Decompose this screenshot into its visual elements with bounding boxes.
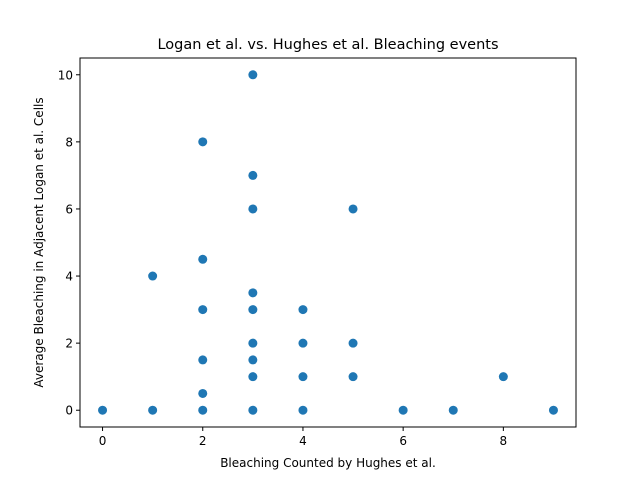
scatter-point bbox=[248, 372, 258, 382]
scatter-point bbox=[148, 405, 158, 415]
y-tick-label: 4 bbox=[65, 270, 73, 284]
y-tick-label: 0 bbox=[65, 404, 73, 418]
scatter-point bbox=[248, 305, 258, 315]
y-tick-label: 10 bbox=[58, 68, 73, 82]
scatter-point bbox=[248, 70, 258, 80]
scatter-point bbox=[298, 372, 308, 382]
scatter-point bbox=[248, 355, 258, 365]
scatter-point bbox=[448, 405, 458, 415]
x-tick-label: 6 bbox=[399, 434, 407, 448]
axis-ticks: 0 2 4 6 8 0 2 4 6 8 10 bbox=[58, 68, 507, 448]
scatter-point bbox=[548, 405, 558, 415]
scatter-point bbox=[198, 254, 208, 264]
scatter-point bbox=[198, 405, 208, 415]
scatter-point bbox=[348, 372, 358, 382]
scatter-point bbox=[248, 288, 258, 298]
x-tick-label: 2 bbox=[199, 434, 207, 448]
x-tick-label: 4 bbox=[299, 434, 307, 448]
scatter-point bbox=[98, 405, 108, 415]
y-axis-label: Average Bleaching in Adjacent Logan et a… bbox=[32, 97, 46, 387]
scatter-point bbox=[498, 372, 508, 382]
scatter-point bbox=[248, 405, 258, 415]
y-tick-label: 2 bbox=[65, 337, 73, 351]
scatter-point bbox=[148, 271, 158, 281]
scatter-point bbox=[298, 405, 308, 415]
scatter-point bbox=[198, 355, 208, 365]
x-axis-label: Bleaching Counted by Hughes et al. bbox=[220, 456, 436, 470]
scatter-point bbox=[198, 305, 208, 315]
scatter-point bbox=[298, 305, 308, 315]
data-points bbox=[98, 70, 558, 415]
plot-frame bbox=[79, 57, 577, 428]
scatter-point bbox=[348, 204, 358, 214]
scatter-point bbox=[398, 405, 408, 415]
scatter-point bbox=[198, 137, 208, 147]
scatter-point bbox=[248, 170, 258, 180]
scatter-point bbox=[348, 338, 358, 348]
scatter-point bbox=[298, 338, 308, 348]
scatter-point bbox=[248, 204, 258, 214]
scatter-point bbox=[198, 388, 208, 398]
y-tick-label: 6 bbox=[65, 202, 73, 216]
x-tick-label: 0 bbox=[99, 434, 107, 448]
chart-title: Logan et al. vs. Hughes et al. Bleaching… bbox=[157, 37, 498, 53]
scatter-point bbox=[248, 338, 258, 348]
x-tick-label: 8 bbox=[500, 434, 508, 448]
y-tick-label: 8 bbox=[65, 135, 73, 149]
